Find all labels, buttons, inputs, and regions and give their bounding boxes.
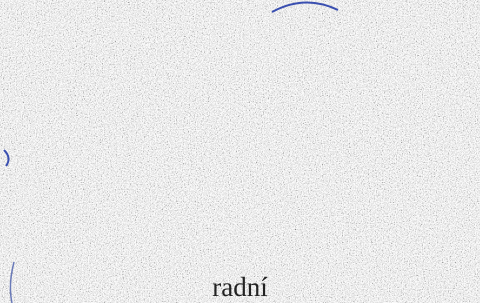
captcha-view: radní	[0, 0, 480, 303]
page: radní (() => { const data = JSON.parse(d…	[0, 0, 480, 303]
caption: radní	[212, 272, 268, 302]
noise-image	[10, 0, 476, 263]
